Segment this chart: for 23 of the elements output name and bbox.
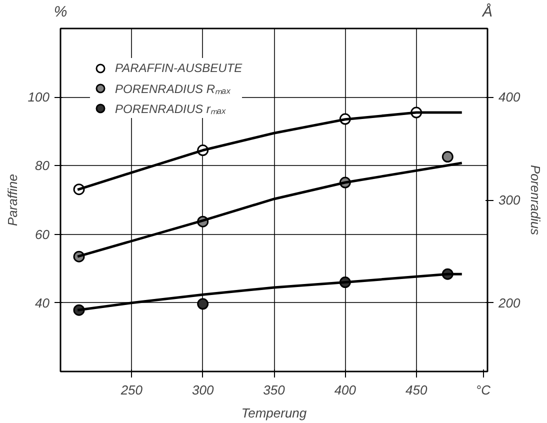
text: °C [476,382,492,398]
y2-tick-label: 200 [498,295,521,310]
point [197,298,209,310]
x-axis-title: Temperung [241,406,308,420]
y-axis-title: Paraffine [4,174,20,226]
x-tick-label: 250 [120,382,144,398]
text: % [54,4,68,20]
y-tick-label: 80 [35,158,50,174]
y-tick-label: 100 [28,90,50,105]
y-tick-label: 60 [35,226,50,242]
legend-label: PORENRADIUS rₘₐₓ [115,100,226,116]
x-tick-label: 300 [192,382,214,398]
legend-label: PARAFFIN-AUSBEUTE [115,61,242,75]
legend-label: PORENRADIUS Rₘₐₓ [115,80,231,96]
y2-tick-label: 400 [498,90,521,105]
x-tick-label: 350 [263,382,286,398]
x-tick-label: 400 [334,382,357,398]
y-tick-label: 40 [35,295,50,310]
point [442,151,454,163]
y2-tick-label: 300 [498,192,521,208]
x-tick-label: 450 [405,382,428,398]
y2-axis-title: Porenradius [528,164,544,236]
text: Å [482,2,493,20]
